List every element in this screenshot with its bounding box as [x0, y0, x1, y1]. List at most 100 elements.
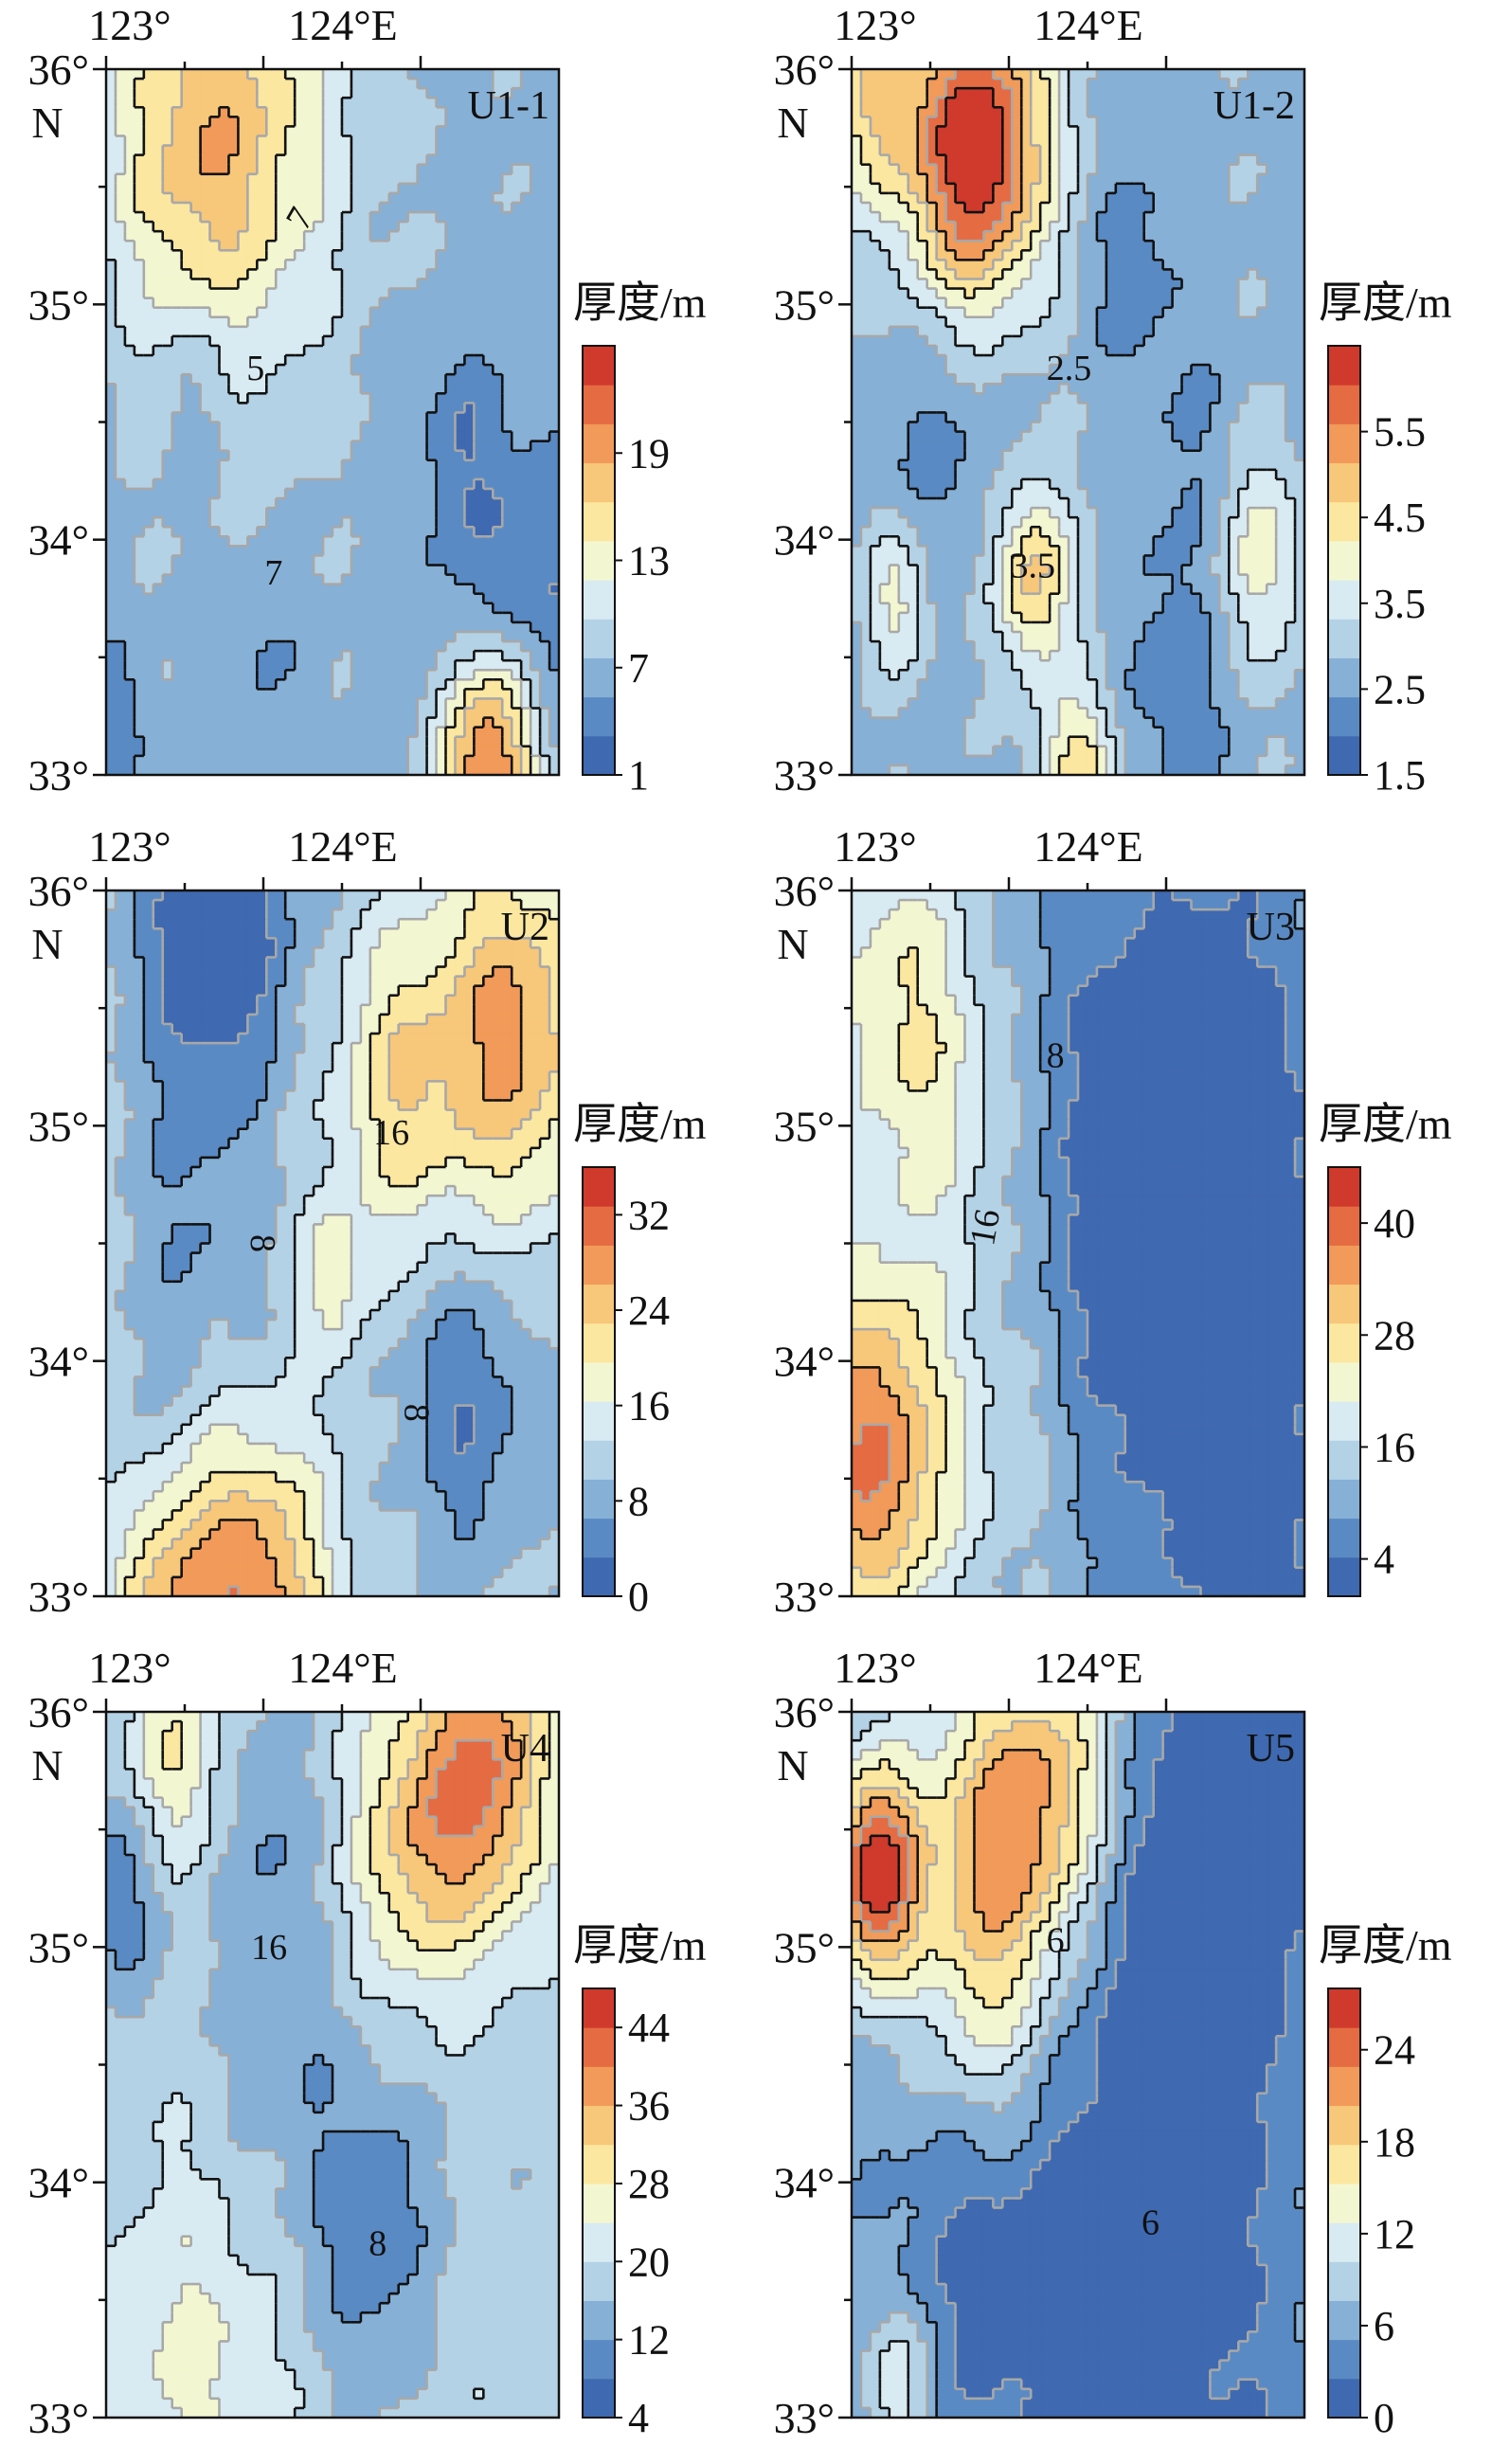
- colorbar-swatch: [583, 2144, 615, 2185]
- colorbar-tick-label: 20: [628, 2239, 670, 2285]
- contour-label: 3.5: [1010, 546, 1055, 585]
- colorbar-swatch: [583, 619, 615, 658]
- colorbar-swatch: [1328, 2105, 1360, 2146]
- colorbar-swatch: [1328, 462, 1360, 503]
- colorbar-swatch: [583, 1167, 615, 1207]
- colorbar-swatch: [1328, 1284, 1360, 1324]
- x-tick-label: 123°: [88, 1, 171, 49]
- contour-label: 8: [1047, 1035, 1065, 1075]
- colorbar-swatch: [1328, 501, 1360, 542]
- colorbar-tick-label: 4: [628, 2395, 649, 2441]
- colorbar-tick-label: 4: [1374, 1537, 1394, 1583]
- colorbar-swatch: [583, 735, 615, 776]
- colorbar-swatch: [1328, 1518, 1360, 1558]
- colorbar-swatch: [583, 2261, 615, 2301]
- x-tick-label: 123°: [88, 1644, 171, 1692]
- colorbar-swatch: [1328, 2378, 1360, 2419]
- y-tick-label: 35°: [28, 1102, 89, 1150]
- y-tick-label: 33°: [28, 1573, 89, 1621]
- colorbar-tick-label: 3.5: [1374, 581, 1426, 627]
- y-tick-label: 36°: [774, 867, 835, 915]
- colorbar-swatch: [583, 1206, 615, 1246]
- x-tick-label: 123°: [88, 822, 171, 871]
- contour-label: 16: [251, 1928, 287, 1968]
- colorbar-tick-label: 18: [1374, 2119, 1415, 2166]
- x-tick-label: 124°E: [288, 1644, 398, 1692]
- map-panel-u5: 123° 124°E 36° 35° 34° 33° N U5 6 6 厚度/m 24 18 12 6 0: [746, 1643, 1491, 2464]
- y-tick-label: 33°: [774, 751, 835, 800]
- colorbar-swatch: [583, 462, 615, 503]
- colorbar-swatch: [583, 2300, 615, 2341]
- colorbar-swatch: [583, 1361, 615, 1402]
- colorbar-tick-label: 16: [628, 1383, 670, 1430]
- colorbar-title: 厚度/m: [573, 279, 707, 327]
- colorbar-swatch: [1328, 657, 1360, 698]
- x-tick-label: 124°E: [1034, 1, 1143, 49]
- y-tick-label: 33°: [774, 1573, 835, 1621]
- colorbar-swatch: [583, 1518, 615, 1558]
- panel-label: U3: [1247, 906, 1295, 949]
- colorbar-swatch: [1328, 1988, 1360, 2028]
- colorbar-tick-label: 12: [628, 2317, 670, 2364]
- colorbar-swatch: [1328, 2222, 1360, 2262]
- colorbar-tick-label: 24: [628, 1287, 670, 1334]
- colorbar-swatch: [1328, 696, 1360, 737]
- y-unit-label: N: [31, 920, 63, 968]
- colorbar-tick-label: 40: [1374, 1200, 1415, 1247]
- colorbar-swatch: [583, 385, 615, 424]
- colorbar-tick-label: 0: [628, 1574, 649, 1620]
- thickness-field: [852, 1712, 1304, 2418]
- colorbar-swatch: [1328, 423, 1360, 464]
- colorbar-tick-label: 24: [1374, 2027, 1415, 2074]
- colorbar-swatch: [1328, 1479, 1360, 1520]
- map-svg-u3: 123° 124°E 36° 35° 34° 33° N U3 8 16 厚度/m 40 28 16 4: [774, 822, 1452, 1621]
- colorbar-swatch: [1328, 1322, 1360, 1363]
- colorbar-swatch: [583, 2378, 615, 2419]
- contour-label: 16: [373, 1113, 409, 1153]
- colorbar-swatch: [1328, 580, 1360, 620]
- colorbar-swatch: [583, 540, 615, 581]
- contour-label: 8: [396, 1404, 436, 1422]
- colorbar-swatch: [583, 2222, 615, 2262]
- colorbar-swatch: [583, 1479, 615, 1520]
- thickness-field: [852, 69, 1304, 775]
- y-tick-label: 36°: [28, 45, 89, 94]
- colorbar-swatch: [583, 1284, 615, 1324]
- colorbar-title: 厚度/m: [573, 1100, 707, 1148]
- colorbar-tick-label: 32: [628, 1192, 670, 1238]
- colorbar-tick-label: 36: [628, 2083, 670, 2130]
- colorbar-swatch: [583, 346, 615, 386]
- y-tick-label: 34°: [28, 1338, 89, 1386]
- colorbar-swatch: [1328, 1245, 1360, 1286]
- y-unit-label: N: [777, 99, 808, 147]
- x-tick-label: 124°E: [1034, 1644, 1143, 1692]
- colorbar-swatch: [1328, 735, 1360, 776]
- map-panel-u3: 123° 124°E 36° 35° 34° 33° N U3 8 16 厚度/m 40 28 16 4: [746, 821, 1491, 1643]
- colorbar-swatch: [583, 1245, 615, 1286]
- x-tick-label: 124°E: [1034, 822, 1143, 871]
- colorbar-swatch: [583, 580, 615, 620]
- colorbar-swatch: [583, 1988, 615, 2028]
- colorbar-tick-label: 7: [628, 645, 649, 692]
- x-tick-label: 123°: [834, 1, 916, 49]
- map-panel-u1-1: 123° 124°E 36° 35° 34° 33° N U1-1 7 5 7 厚度/m 19 13 7 1: [0, 0, 746, 821]
- colorbar-tick-label: 8: [628, 1478, 649, 1524]
- colorbar-swatch: [1328, 540, 1360, 581]
- y-unit-label: N: [777, 920, 808, 968]
- contour-label: 7: [264, 553, 282, 593]
- colorbar-tick-label: 5.5: [1374, 409, 1426, 456]
- thickness-field: [106, 1712, 559, 2418]
- colorbar-tick-label: 16: [1374, 1424, 1415, 1470]
- colorbar-title: 厚度/m: [1319, 1921, 1452, 1969]
- colorbar-swatch: [583, 1401, 615, 1441]
- colorbar-swatch: [1328, 2339, 1360, 2380]
- colorbar-tick-label: 19: [628, 430, 670, 477]
- thickness-field: [852, 890, 1304, 1596]
- map-svg-u4: 123° 124°E 36° 35° 34° 33° N U4 16 8 厚度/m 44 36 28 20 1…: [28, 1644, 707, 2442]
- colorbar-swatch: [583, 1322, 615, 1363]
- colorbar-swatch: [1328, 2300, 1360, 2341]
- contour-label: 8: [369, 2224, 386, 2264]
- y-tick-label: 36°: [774, 1688, 835, 1736]
- colorbar-tick-label: 6: [1374, 2303, 1394, 2349]
